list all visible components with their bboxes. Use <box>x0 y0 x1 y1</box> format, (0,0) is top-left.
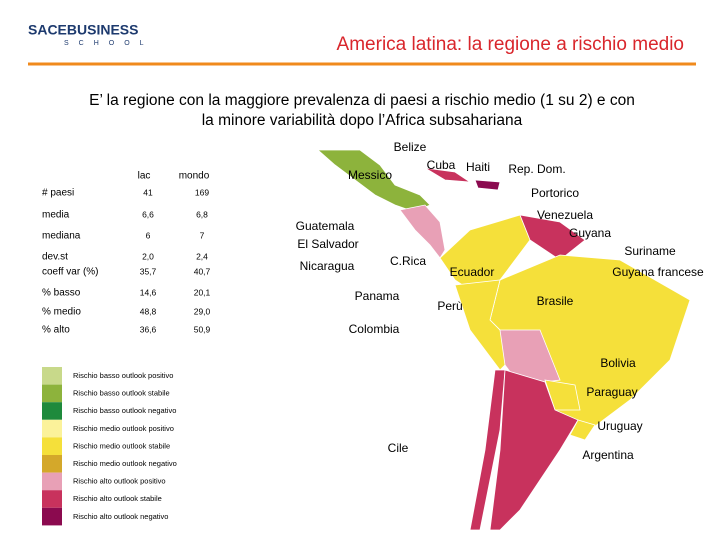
legend-swatch <box>42 419 62 438</box>
table-cell: 40,7 <box>194 266 211 276</box>
region <box>439 214 531 291</box>
table-cell: 36,6 <box>140 324 157 334</box>
legend-label: Rischio alto outlook negativo <box>73 512 168 521</box>
country-label: Messico <box>348 168 392 182</box>
country-label: Brasile <box>537 294 574 308</box>
row-label: % basso <box>42 288 81 299</box>
table-header: mondo <box>179 171 210 182</box>
table-cell: 35,7 <box>140 266 157 276</box>
table-cell: 169 <box>195 187 209 197</box>
region <box>399 204 446 259</box>
legend-label: Rischio alto outlook positivo <box>73 477 166 486</box>
subtitle-line: E’ la regione con la maggiore prevalenza… <box>89 92 635 109</box>
country-label: Paraguay <box>586 385 637 399</box>
legend-label: Rischio basso outlook negativo <box>73 406 176 415</box>
row-label: media <box>42 210 70 221</box>
table-header: lac <box>138 171 151 182</box>
country-label: Suriname <box>624 244 676 258</box>
country-label: Portorico <box>531 186 579 200</box>
country-label: Guatemala <box>296 219 355 233</box>
row-label: dev.st <box>42 252 68 263</box>
region <box>569 419 596 441</box>
country-label: Belize <box>394 140 427 154</box>
country-label: Guyana francese <box>612 265 704 279</box>
legend-swatch <box>42 367 62 385</box>
legend-swatch <box>42 402 62 420</box>
region <box>474 179 501 191</box>
legend-label: Rischio alto outlook stabile <box>73 494 162 503</box>
country-label: Cile <box>388 441 409 455</box>
table-cell: 14,6 <box>140 287 157 297</box>
country-label: Bolivia <box>600 356 636 370</box>
legend-label: Rischio basso outlook positivo <box>73 371 173 380</box>
country-label: Perù <box>437 299 462 313</box>
legend-label: Rischio medio outlook negativo <box>73 459 177 468</box>
table-cell: 2,0 <box>142 251 154 261</box>
country-label: Venezuela <box>537 208 593 222</box>
stats-table: lac mondo # paesi 41 169 media 6,6 6,8 mediana 6 7… <box>42 171 211 336</box>
country-label: Cuba <box>427 158 456 172</box>
country-label: C.Rica <box>390 254 426 268</box>
logo-sub: SCHOOL <box>64 40 154 47</box>
table-cell: 6,6 <box>142 209 154 219</box>
row-label: coeff var (%) <box>42 267 99 278</box>
table-cell: 6 <box>146 230 151 240</box>
legend-swatch <box>42 384 62 403</box>
table-cell: 7 <box>200 230 205 240</box>
legend-swatch <box>42 507 62 526</box>
row-label: # paesi <box>42 188 74 199</box>
table-cell: 6,8 <box>196 209 208 219</box>
table-cell: 41 <box>143 187 153 197</box>
legend-swatch <box>42 472 62 491</box>
country-label: Rep. Dom. <box>508 162 565 176</box>
table-cell: 20,1 <box>194 287 211 297</box>
region <box>489 369 579 531</box>
legend-swatch <box>42 490 62 508</box>
table-cell: 48,8 <box>140 306 157 316</box>
table-cell: 29,0 <box>194 306 211 316</box>
row-label: mediana <box>42 231 81 242</box>
subtitle-line: la minore variabilità dopo l’Africa subs… <box>202 112 523 129</box>
country-label: Argentina <box>582 448 634 462</box>
country-label: Haiti <box>466 160 490 174</box>
title: America latina: la regione a rischio med… <box>337 34 684 55</box>
legend-label: Rischio medio outlook positivo <box>73 424 174 433</box>
country-label: Panama <box>355 289 400 303</box>
row-label: % medio <box>42 307 81 318</box>
map <box>316 149 691 531</box>
row-label: % alto <box>42 325 70 336</box>
country-label: Guyana <box>569 226 611 240</box>
logo-name: SACEBUSINESS <box>28 22 138 38</box>
country-label: Ecuador <box>450 265 495 279</box>
region <box>519 214 586 261</box>
country-label: Uruguay <box>597 419 642 433</box>
legend-swatch <box>42 455 62 473</box>
country-label: El Salvador <box>297 237 358 251</box>
country-label: Nicaragua <box>300 259 355 273</box>
legend-label: Rischio medio outlook stabile <box>73 441 170 450</box>
country-label: Colombia <box>349 322 400 336</box>
table-cell: 50,9 <box>194 324 211 334</box>
table-cell: 2,4 <box>196 251 208 261</box>
legend: Rischio basso outlook positivo Rischio ba… <box>42 367 177 526</box>
legend-label: Rischio basso outlook stabile <box>73 389 170 398</box>
region <box>424 167 472 183</box>
legend-swatch <box>42 437 62 455</box>
